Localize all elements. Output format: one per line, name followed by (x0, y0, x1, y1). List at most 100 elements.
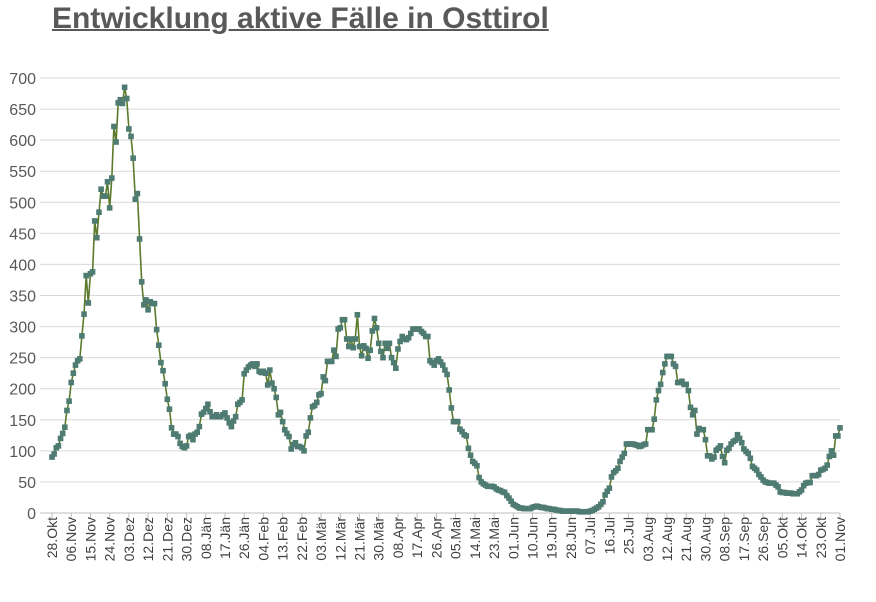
data-point (113, 139, 119, 145)
x-tick-label: 05.Okt (774, 517, 790, 558)
data-point (734, 431, 741, 438)
data-point (356, 343, 363, 350)
data-point (55, 443, 62, 449)
data-point (369, 328, 376, 334)
y-tick-label: 0 (27, 506, 36, 523)
data-point (271, 385, 277, 392)
data-point (375, 340, 382, 347)
data-markers (49, 84, 843, 515)
x-tick-label: 24.Nov (102, 517, 118, 561)
data-point (420, 330, 427, 337)
data-point (155, 342, 162, 349)
data-point (405, 334, 412, 341)
data-point (604, 488, 611, 495)
data-point (177, 440, 183, 447)
data-point (822, 465, 828, 472)
data-point (826, 453, 833, 460)
data-point (668, 353, 675, 360)
data-point (358, 352, 365, 359)
data-point (365, 355, 371, 362)
x-tick-label: 01.Jun (505, 517, 521, 559)
data-point (685, 387, 692, 394)
data-point (162, 380, 168, 387)
data-point (126, 126, 132, 132)
data-point (738, 439, 745, 446)
x-tick-label: 28.Jun (563, 517, 579, 559)
data-point (333, 353, 339, 360)
data-point (230, 418, 237, 424)
data-point (79, 333, 85, 339)
x-tick-label: 30.Mär (371, 517, 387, 561)
data-point (711, 454, 717, 460)
data-point (301, 448, 307, 454)
data-point (689, 412, 696, 418)
x-tick-label: 23.Mai (486, 517, 502, 559)
data-point (706, 453, 713, 459)
data-point (68, 379, 75, 386)
data-point (145, 306, 151, 313)
data-point (143, 297, 149, 303)
x-tick-label: 26.Sep (755, 517, 771, 562)
data-point (264, 382, 271, 388)
data-point (51, 451, 57, 457)
x-tick-label: 10.Jun (524, 517, 540, 559)
x-tick-label: 30.Dez (179, 517, 195, 561)
data-point (463, 433, 470, 439)
data-point (679, 378, 685, 385)
data-point (393, 365, 399, 372)
data-point (98, 186, 104, 193)
x-tick-label: 12.Aug (659, 517, 675, 561)
y-tick-label: 250 (9, 351, 36, 368)
data-point (425, 333, 431, 340)
data-point (702, 436, 709, 443)
data-point (367, 347, 373, 353)
data-point (166, 406, 173, 413)
data-point (621, 450, 628, 457)
data-point (651, 416, 658, 422)
data-point (506, 495, 512, 501)
data-point (130, 155, 136, 161)
data-point (642, 441, 649, 447)
data-point (747, 455, 754, 462)
data-point (435, 356, 442, 362)
x-tick-label: 21.Mär (352, 517, 368, 561)
data-point (386, 340, 393, 347)
data-point (111, 123, 117, 130)
data-point (132, 196, 139, 202)
y-tick-label: 500 (9, 195, 36, 212)
data-point (102, 193, 109, 199)
x-tick-label: 03.Dez (121, 517, 137, 561)
data-point (352, 336, 359, 342)
data-point (286, 433, 292, 440)
data-point (655, 387, 662, 394)
data-point (758, 474, 764, 480)
data-point (390, 359, 397, 366)
data-point (828, 448, 835, 454)
data-point (117, 96, 124, 103)
data-point (175, 433, 181, 440)
x-tick-label: 08.Jän (198, 517, 214, 559)
data-point (96, 209, 102, 216)
data-point (76, 356, 83, 362)
data-point (346, 343, 352, 350)
chart-title: Entwicklung aktive Fälle in Osttirol (52, 2, 549, 35)
data-point (273, 394, 280, 401)
data-point (446, 387, 453, 393)
data-point (508, 498, 514, 504)
data-point (322, 377, 329, 384)
data-point (200, 409, 207, 416)
data-point (350, 344, 356, 351)
data-point (388, 354, 395, 361)
data-point (134, 190, 141, 197)
data-point (205, 401, 211, 408)
data-point (151, 300, 158, 307)
data-point (363, 345, 369, 352)
data-point (222, 410, 228, 416)
data-point (476, 474, 482, 481)
data-point (465, 445, 472, 452)
y-tick-label: 200 (9, 382, 36, 399)
data-point (600, 499, 606, 505)
data-point (662, 361, 668, 367)
data-point (160, 367, 166, 374)
data-point (454, 418, 461, 425)
